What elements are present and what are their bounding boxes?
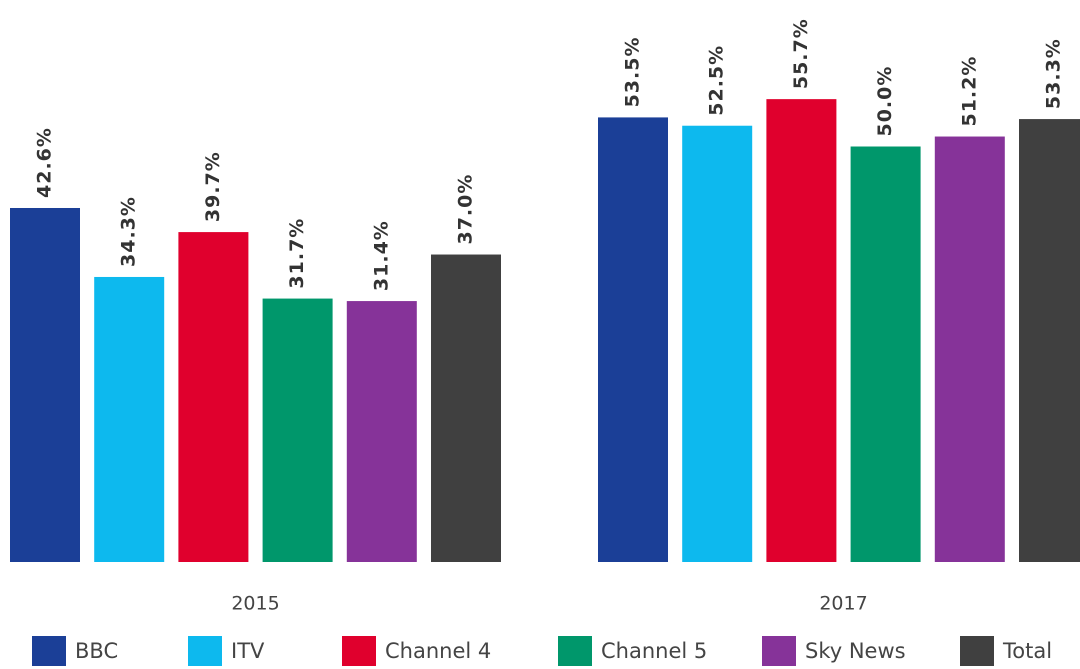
data-label: 31.4%: [370, 220, 392, 291]
bar: [10, 207, 80, 562]
bar: [934, 136, 1005, 562]
data-label: 53.5%: [622, 36, 644, 107]
category-label: 2017: [819, 593, 867, 615]
bar: [682, 125, 753, 562]
data-label: 53.3%: [1043, 38, 1065, 109]
data-label: 52.5%: [706, 45, 728, 116]
legend-swatch: [32, 636, 66, 666]
legend-label: ITV: [231, 639, 265, 663]
bar: [431, 254, 501, 562]
legend-swatch: [558, 636, 592, 666]
bar: [262, 298, 333, 562]
bar: [346, 301, 417, 562]
legend-swatch: [960, 636, 994, 666]
legend-label: Sky News: [805, 639, 906, 663]
bar: [94, 276, 165, 562]
legend-swatch: [188, 636, 222, 666]
bar: [850, 146, 921, 562]
data-label: 51.2%: [958, 56, 980, 127]
data-label: 42.6%: [34, 127, 56, 198]
data-label: 37.0%: [455, 174, 477, 245]
legend-label: Channel 4: [385, 639, 491, 663]
legend-label: Channel 5: [601, 639, 707, 663]
category-label: 2015: [231, 593, 279, 615]
data-label: 31.7%: [286, 218, 308, 289]
data-label: 39.7%: [202, 151, 224, 222]
data-label: 50.0%: [874, 66, 896, 137]
legend-swatch: [342, 636, 376, 666]
bar: [178, 232, 249, 562]
bar: [1019, 119, 1080, 563]
data-label: 34.3%: [118, 196, 140, 267]
data-label: 55.7%: [790, 18, 812, 89]
bar: [598, 117, 668, 562]
legend-swatch: [762, 636, 796, 666]
bar: [766, 99, 837, 563]
legend-label: BBC: [75, 639, 118, 663]
legend-label: Total: [1002, 639, 1052, 663]
